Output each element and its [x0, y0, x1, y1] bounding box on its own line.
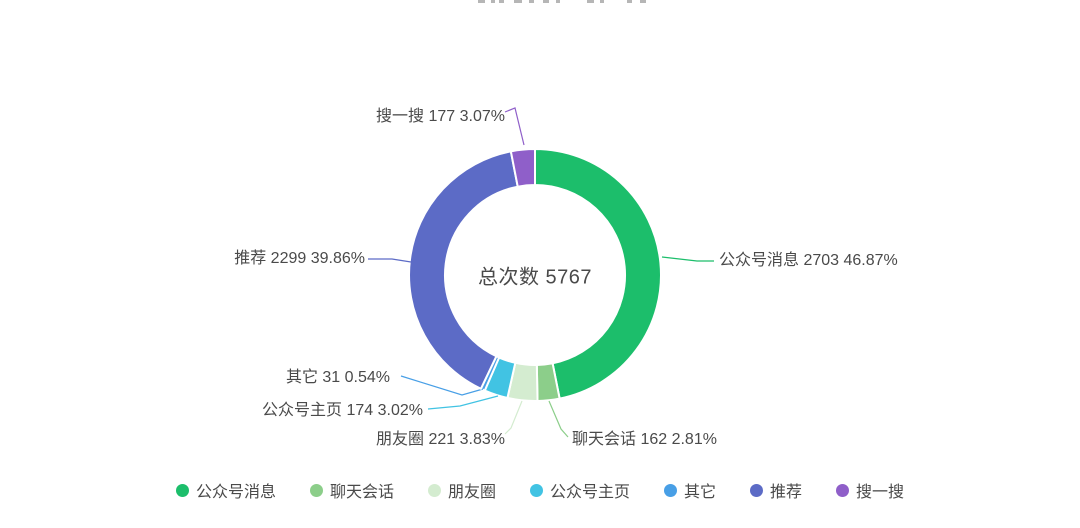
label-leader-line-1 — [548, 400, 569, 438]
legend-dot-icon — [836, 483, 850, 497]
label-leader-line-0 — [661, 256, 714, 262]
legend-item-0[interactable]: 公众号消息 — [175, 478, 276, 502]
pie-slice-5[interactable] — [408, 150, 519, 390]
legend-dot-icon — [309, 483, 323, 497]
legend-label: 推荐 — [770, 484, 803, 501]
label-leader-line-5 — [368, 258, 412, 263]
legend-dot-icon — [529, 483, 543, 497]
slice-label-4: 其它 31 0.54% — [285, 369, 390, 386]
legend-dot-icon — [664, 483, 677, 497]
legend-label: 其它 — [684, 484, 717, 501]
slice-label-1: 聊天会话 162 2.81% — [572, 431, 717, 448]
label-leader-line-6 — [504, 107, 525, 146]
legend-item-5[interactable]: 推荐 — [750, 478, 802, 502]
center-total-value: 5767 — [545, 266, 593, 289]
legend-item-1[interactable]: 聊天会话 — [309, 478, 394, 502]
chart-legend: 公众号消息 聊天会话 朋友圈 公众号主页 其它 推荐 搜一搜 — [0, 478, 1080, 502]
legend-item-2[interactable]: 朋友圈 — [427, 478, 496, 502]
slice-label-0: 公众号消息 2703 46.87% — [719, 252, 898, 269]
slice-label-2: 朋友圈 221 3.83% — [376, 431, 505, 448]
legend-dot-icon — [750, 483, 764, 497]
label-leader-line-3 — [427, 395, 499, 410]
label-leader-line-2 — [504, 400, 523, 435]
legend-dot-icon — [427, 483, 441, 497]
slice-label-3: 公众号主页 174 3.02% — [262, 402, 423, 419]
pie-slice-6[interactable] — [509, 148, 536, 188]
pie-slice-0[interactable] — [534, 148, 662, 400]
legend-label: 聊天会话 — [329, 484, 394, 501]
legend-item-6[interactable]: 搜一搜 — [836, 478, 904, 502]
label-leader-line-4 — [400, 375, 484, 396]
legend-label: 公众号消息 — [195, 484, 276, 501]
center-total-prefix: 总次数 — [477, 266, 540, 289]
legend-item-3[interactable]: 公众号主页 — [529, 478, 630, 502]
slice-label-6: 搜一搜 177 3.07% — [376, 108, 505, 125]
legend-label: 朋友圈 — [447, 484, 496, 501]
slice-label-5: 推荐 2299 39.86% — [234, 250, 365, 267]
legend-dot-icon — [175, 483, 189, 497]
legend-item-4[interactable]: 其它 — [664, 478, 716, 502]
legend-label: 搜一搜 — [856, 484, 905, 501]
center-total-label: 总次数 5767 — [478, 261, 592, 290]
legend-label: 公众号主页 — [549, 484, 630, 501]
